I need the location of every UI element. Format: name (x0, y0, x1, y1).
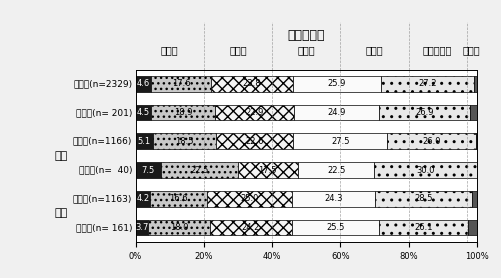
Text: 無回答: 無回答 (462, 46, 479, 56)
Bar (135, 133, 153, 149)
Text: 26.1: 26.1 (414, 223, 432, 232)
Bar (293, 133, 386, 149)
Text: 4.5: 4.5 (136, 108, 149, 117)
Bar (150, 191, 206, 207)
Text: 18.0: 18.0 (169, 223, 188, 232)
Text: 17.6: 17.6 (172, 79, 190, 88)
Bar (148, 220, 209, 235)
Text: 28.5: 28.5 (413, 194, 432, 203)
Text: 被害者(n=  40): 被害者(n= 40) (79, 165, 132, 175)
Text: 3.7: 3.7 (135, 223, 148, 232)
Bar (209, 220, 292, 235)
Text: 女性: 女性 (54, 208, 67, 218)
Bar (386, 133, 475, 149)
Bar (471, 191, 476, 207)
Bar (153, 133, 215, 149)
Text: 24.9: 24.9 (326, 108, 345, 117)
Text: 23.8: 23.8 (242, 79, 261, 88)
Text: 24.2: 24.2 (241, 223, 260, 232)
Bar (135, 220, 148, 235)
Bar (211, 76, 292, 92)
Text: ６０歳以上: ６０歳以上 (422, 46, 451, 56)
Bar (206, 191, 291, 207)
Text: 25.9: 25.9 (327, 79, 345, 88)
Text: ３０代: ３０代 (228, 46, 246, 56)
Bar (473, 76, 476, 92)
Bar (151, 105, 215, 120)
Text: 4.6: 4.6 (136, 79, 150, 88)
Text: 配偶者年齢: 配偶者年齢 (287, 29, 324, 42)
Text: ２０代: ２０代 (160, 46, 178, 56)
Text: 25.0: 25.0 (239, 194, 258, 203)
Bar (215, 133, 293, 149)
Text: 25.5: 25.5 (326, 223, 344, 232)
Bar (297, 162, 374, 178)
Bar (135, 162, 161, 178)
Text: 該当者(n=2329): 該当者(n=2329) (73, 79, 132, 88)
Bar (467, 220, 476, 235)
Bar (469, 105, 476, 120)
Text: ５０代: ５０代 (365, 46, 383, 56)
Bar (374, 162, 476, 178)
Bar (292, 220, 379, 235)
Bar (380, 76, 473, 92)
Text: 18.9: 18.9 (173, 108, 192, 117)
Bar (475, 133, 476, 149)
Text: 27.5: 27.5 (330, 137, 349, 146)
Text: 被害者(n= 201): 被害者(n= 201) (76, 108, 132, 117)
Bar (215, 105, 293, 120)
Bar (374, 191, 471, 207)
Bar (151, 76, 211, 92)
Bar (293, 105, 378, 120)
Text: 男性: 男性 (54, 151, 67, 161)
Bar (237, 162, 297, 178)
Text: 22.9: 22.9 (245, 108, 263, 117)
Bar (161, 162, 237, 178)
Bar (135, 191, 150, 207)
Text: 7.5: 7.5 (141, 165, 155, 175)
Text: 26.9: 26.9 (414, 108, 433, 117)
Bar (378, 105, 469, 120)
Bar (379, 220, 467, 235)
Text: 5.1: 5.1 (137, 137, 150, 146)
Text: 26.0: 26.0 (421, 137, 440, 146)
Text: 該当者(n=1163): 該当者(n=1163) (73, 194, 132, 203)
Text: 4.2: 4.2 (136, 194, 149, 203)
Text: 27.2: 27.2 (417, 79, 436, 88)
Text: 22.5: 22.5 (190, 165, 208, 175)
Text: 24.3: 24.3 (324, 194, 342, 203)
Text: 22.6: 22.6 (245, 137, 264, 146)
Text: 17.5: 17.5 (258, 165, 277, 175)
Text: 30.0: 30.0 (416, 165, 434, 175)
Bar (135, 105, 151, 120)
Text: ４０代: ４０代 (297, 46, 315, 56)
Text: 該当者(n=1166): 該当者(n=1166) (73, 137, 132, 146)
Bar (291, 191, 374, 207)
Bar (135, 76, 151, 92)
Bar (292, 76, 380, 92)
Text: 22.5: 22.5 (326, 165, 345, 175)
Text: 16.6: 16.6 (168, 194, 187, 203)
Text: 18.5: 18.5 (175, 137, 193, 146)
Text: 被害者(n= 161): 被害者(n= 161) (76, 223, 132, 232)
